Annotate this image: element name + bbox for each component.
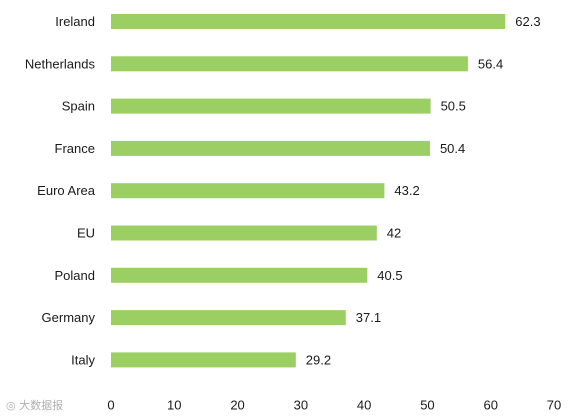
x-tick-label: 70 — [547, 398, 561, 413]
value-label: 56.4 — [478, 56, 503, 71]
bars-group — [111, 14, 506, 368]
x-tick-label: 20 — [230, 398, 244, 413]
watermark: ◎ 大数据报 — [6, 397, 63, 413]
value-label: 62.3 — [515, 14, 540, 29]
bar-poland — [111, 267, 368, 283]
value-labels: 62.3 56.4 50.5 50.4 43.2 42 40.5 37.1 29.2 — [306, 14, 541, 367]
category-label: Italy — [71, 352, 95, 367]
value-label: 43.2 — [394, 183, 419, 198]
x-axis-tick-labels: 0 10 20 30 40 50 60 70 — [107, 398, 561, 413]
category-label: EU — [77, 226, 95, 241]
category-label: Spain — [62, 99, 95, 114]
bar-germany — [111, 310, 346, 326]
x-tick-label: 0 — [107, 398, 114, 413]
value-label: 50.5 — [441, 99, 466, 114]
value-label: 40.5 — [377, 268, 402, 283]
x-tick-label: 60 — [483, 398, 497, 413]
category-label: Euro Area — [37, 183, 96, 198]
x-tick-label: 10 — [167, 398, 181, 413]
bar-italy — [111, 352, 296, 368]
bar-france — [111, 140, 430, 156]
watermark-text: 大数据报 — [19, 399, 64, 412]
category-labels: Ireland Netherlands Spain France Euro Area EU… — [25, 14, 96, 367]
x-tick-label: 40 — [357, 398, 371, 413]
category-label: Ireland — [55, 14, 95, 29]
x-tick-label: 50 — [420, 398, 434, 413]
value-label: 29.2 — [306, 352, 331, 367]
category-label: Netherlands — [25, 56, 96, 71]
bar-ireland — [111, 14, 506, 29]
bar-netherlands — [111, 56, 468, 72]
watermark-logo-icon: ◎ — [6, 399, 16, 412]
value-label: 37.1 — [356, 310, 381, 325]
bar-spain — [111, 98, 431, 114]
category-label: Germany — [42, 310, 96, 325]
bar-eu — [111, 225, 377, 241]
bar-euro-area — [111, 183, 385, 199]
category-label: France — [55, 141, 95, 156]
x-tick-label: 30 — [294, 398, 308, 413]
value-label: 42 — [387, 226, 401, 241]
value-label: 50.4 — [440, 141, 465, 156]
category-label: Poland — [55, 268, 95, 283]
